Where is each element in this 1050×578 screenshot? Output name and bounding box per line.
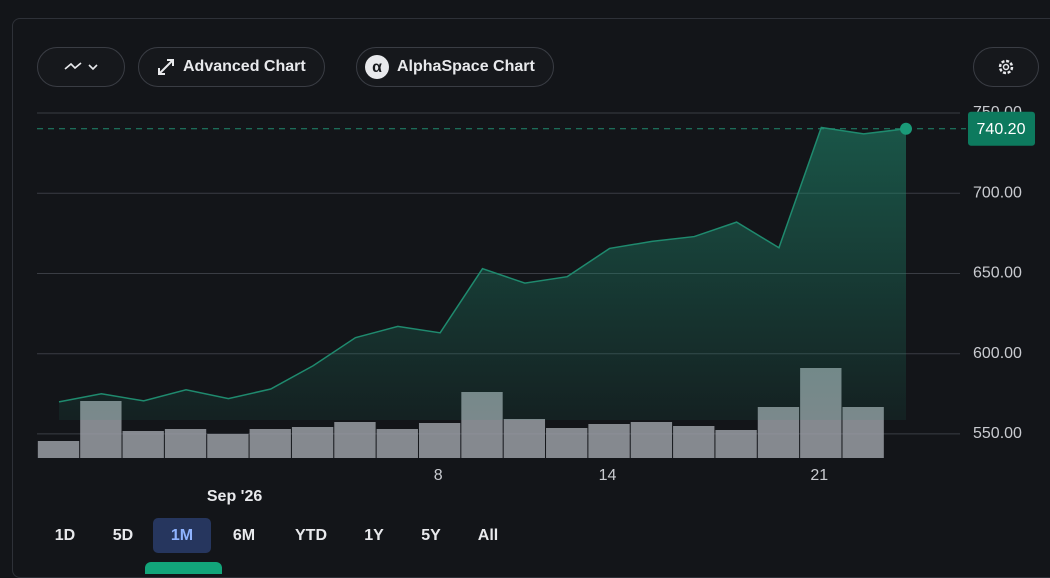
x-tick-label: 8: [434, 467, 443, 484]
icon: [64, 62, 98, 71]
x-tick-label: 14: [599, 467, 617, 484]
area: [59, 127, 906, 421]
alphaspace-chart-button[interactable]: α AlphaSpace Chart: [356, 47, 554, 87]
label: Advanced Chart: [183, 58, 306, 75]
volume-bar: [122, 431, 164, 458]
volume-bar: [630, 422, 673, 458]
settings-button[interactable]: [973, 47, 1039, 87]
range-button[interactable]: 6M: [232, 526, 256, 544]
month-label: Sep '26: [207, 488, 262, 505]
range-button[interactable]: 1D: [54, 526, 76, 544]
range-button[interactable]: 5Y: [421, 526, 441, 544]
svg-text:α: α: [372, 59, 382, 76]
price-tag-label: 740.20: [977, 121, 1026, 138]
y-tick-label: 550.00: [973, 425, 1022, 442]
range-button[interactable]: All: [477, 526, 499, 544]
y-tick-label: 600.00: [973, 345, 1022, 362]
y-tick-label: 700.00: [973, 184, 1022, 201]
icon: α: [365, 55, 389, 79]
volume-bar: [503, 419, 546, 458]
volume-bar: [164, 429, 207, 458]
range-button[interactable]: YTD: [295, 526, 327, 544]
label: AlphaSpace Chart: [397, 58, 535, 75]
chart-type-button[interactable]: [37, 47, 125, 87]
advanced-chart-button[interactable]: Advanced Chart: [138, 47, 325, 87]
range-button[interactable]: 1Y: [364, 526, 384, 544]
volume-bar: [291, 427, 334, 458]
volume-bar: [376, 429, 418, 458]
range-button[interactable]: 1M: [153, 518, 211, 553]
price-tag: [968, 111, 1035, 146]
last-point: [900, 122, 912, 135]
volume-bar: [37, 441, 80, 458]
icon: [998, 59, 1014, 75]
price-line: [58, 126, 907, 403]
selected-indicator: [145, 562, 222, 574]
range-button[interactable]: 5D: [112, 526, 134, 544]
volume-bar: [673, 426, 715, 458]
x-tick-label: 21: [810, 467, 828, 484]
volume-bar: [418, 423, 461, 458]
y-tick-label: 650.00: [973, 265, 1022, 282]
volume-bar: [334, 422, 376, 458]
icon: [158, 59, 174, 75]
volume-bar: [249, 429, 291, 458]
volume-bar: [207, 434, 249, 458]
volume-bar: [546, 428, 588, 458]
volume-bar: [715, 430, 757, 458]
volume-bar: [588, 424, 630, 458]
